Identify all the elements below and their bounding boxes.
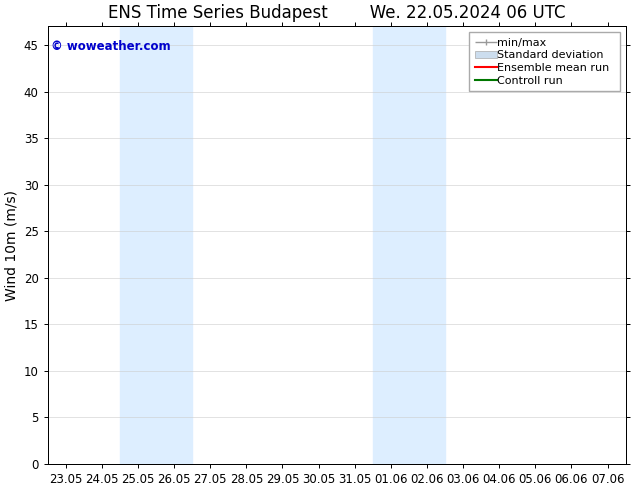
Bar [120,26,192,464]
Bar [373,26,409,464]
Y-axis label: Wind 10m (m/s): Wind 10m (m/s) [4,190,18,301]
Text: © woweather.com: © woweather.com [51,40,170,52]
Bar [409,26,445,464]
Title: ENS Time Series Budapest        We. 22.05.2024 06 UTC: ENS Time Series Budapest We. 22.05.2024 … [108,4,566,22]
Legend: min/max, Standard deviation, Ensemble mean run, Controll run: min/max, Standard deviation, Ensemble me… [469,32,620,92]
